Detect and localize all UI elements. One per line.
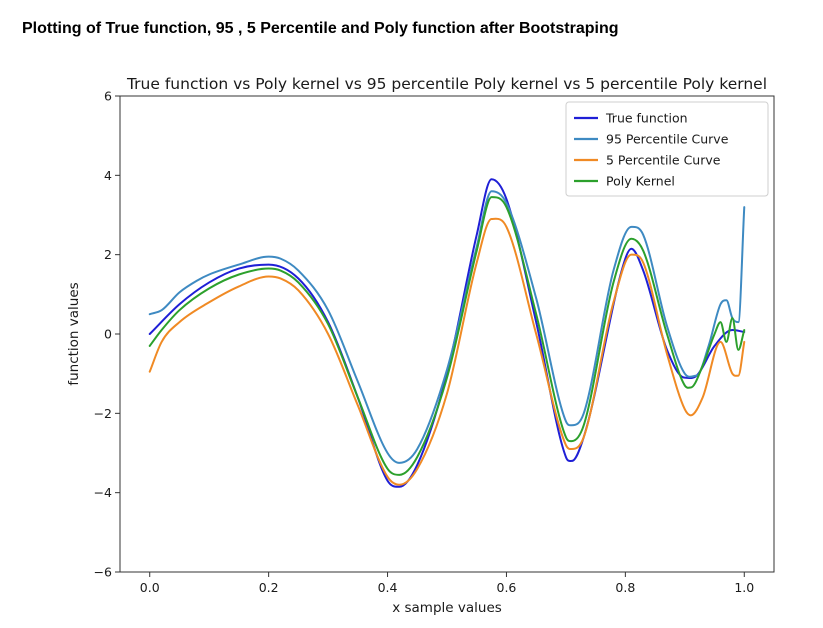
y-tick-label: 4 [104, 168, 112, 183]
x-tick-label: 0.4 [378, 580, 398, 595]
x-tick-label: 0.2 [259, 580, 279, 595]
document-heading: Plotting of True function, 95 , 5 Percen… [22, 20, 619, 37]
legend: True function 95 Percentile Curve 5 Percen… [565, 101, 769, 197]
legend-label: True function [605, 111, 688, 126]
legend-box [565, 101, 769, 197]
x-axis-label: x sample values [392, 600, 502, 616]
y-tick-label: −6 [94, 565, 112, 580]
legend-label: Poly Kernel [606, 174, 675, 189]
plot-area [148, 178, 746, 488]
legend-label: 5 Percentile Curve [606, 153, 721, 168]
series-line-true-function [148, 178, 746, 488]
y-tick-label: −4 [94, 485, 112, 500]
y-axis: −6 −4 −2 0 2 4 6 [94, 89, 120, 580]
series-line-95-percentile-curve [148, 190, 746, 464]
y-tick-label: −2 [94, 406, 112, 421]
y-tick-label: 2 [104, 247, 112, 262]
x-tick-label: 1.0 [734, 580, 754, 595]
legend-label: 95 Percentile Curve [606, 132, 729, 147]
chart-title: True function vs Poly kernel vs 95 perce… [126, 75, 767, 93]
y-tick-label: 0 [104, 327, 112, 342]
x-tick-label: 0.8 [615, 580, 635, 595]
series-line-5-percentile-curve [148, 217, 746, 486]
y-tick-label: 6 [104, 89, 112, 104]
y-axis-label: function values [66, 282, 82, 385]
x-tick-label: 0.6 [497, 580, 517, 595]
series-line-poly-kernel [148, 196, 746, 476]
x-tick-label: 0.0 [140, 580, 160, 595]
x-axis: 0.0 0.2 0.4 0.6 0.8 1.0 [140, 572, 754, 595]
